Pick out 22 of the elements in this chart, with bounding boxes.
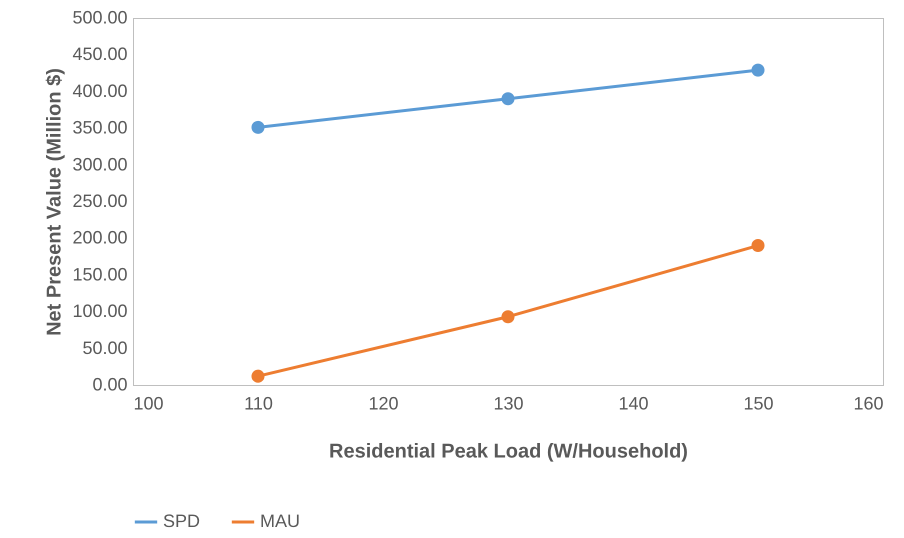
- legend-label: MAU: [260, 511, 300, 531]
- x-tick-label: 100: [134, 394, 164, 414]
- x-tick-label: 130: [493, 394, 524, 414]
- y-tick-label: 150.00: [72, 264, 128, 284]
- y-tick-label: 300.00: [72, 154, 128, 174]
- y-tick-label: 100.00: [72, 301, 128, 322]
- y-tick-label: 400.00: [72, 80, 128, 101]
- x-tick-label: 140: [618, 394, 649, 414]
- y-axis-title: Net Present Value (Million $): [43, 68, 66, 336]
- y-tick-label: 250.00: [72, 191, 128, 211]
- x-tick-label: 150: [743, 394, 774, 414]
- x-tick-label: 110: [244, 394, 273, 414]
- y-tick-label: 200.00: [72, 228, 128, 248]
- x-axis-title: Residential Peak Load (W/Household): [329, 440, 688, 462]
- legend-label: SPD: [163, 511, 200, 531]
- y-tick-label: 350.00: [72, 118, 128, 138]
- y-tick-label: 50.00: [82, 338, 128, 358]
- x-tick-label: 120: [368, 394, 399, 414]
- y-tick-label: 0.00: [92, 374, 128, 394]
- y-tick-label: 500.00: [72, 8, 128, 28]
- x-tick-label: 160: [853, 394, 884, 414]
- y-tick-label: 450.00: [72, 44, 128, 64]
